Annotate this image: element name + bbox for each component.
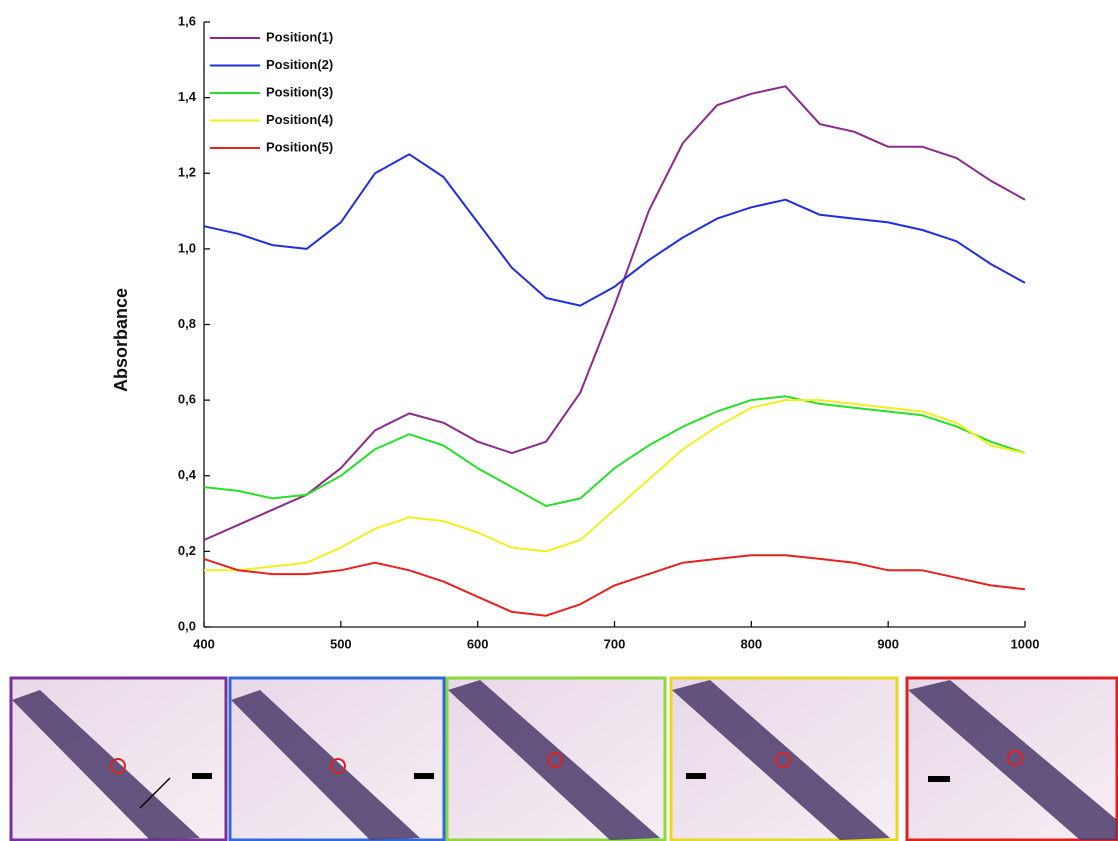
- x-tick-label: 500: [330, 636, 352, 651]
- series-line: [203, 395, 1026, 507]
- x-tick-label: 900: [877, 636, 899, 651]
- x-tick-label: 700: [604, 636, 626, 651]
- legend-label: Position(2): [266, 57, 333, 72]
- panel: [228, 676, 446, 841]
- series-line: [203, 85, 1026, 541]
- series-line: [204, 399, 1026, 572]
- panel: [445, 676, 667, 841]
- y-tick-label: 1,4: [178, 89, 197, 104]
- y-tick-label: 1,0: [178, 240, 196, 255]
- y-tick-label: 0,8: [178, 316, 196, 331]
- panel: [905, 676, 1118, 841]
- y-tick-label: 1,6: [178, 13, 196, 28]
- x-tick-label: 400: [193, 636, 215, 651]
- y-tick-label: 1,2: [178, 165, 196, 180]
- y-tick-label: 0,0: [178, 618, 196, 633]
- legend-label: Position(4): [266, 112, 333, 127]
- legend-label: Position(3): [266, 84, 333, 99]
- y-tick-label: 0,6: [178, 392, 196, 407]
- legend-label: Position(1): [266, 29, 333, 44]
- x-tick-label: 800: [740, 636, 762, 651]
- x-tick-label: 600: [467, 636, 489, 651]
- y-axis-label: Absorbance: [111, 288, 131, 392]
- series-line: [203, 153, 1026, 307]
- panel: [669, 676, 899, 841]
- series-line: [203, 554, 1026, 617]
- legend-label: Position(5): [266, 139, 333, 154]
- micrograph-panels: [9, 676, 1118, 841]
- panel: [9, 676, 228, 841]
- x-tick-label: 1000: [1011, 636, 1040, 651]
- y-tick-label: 0,2: [178, 543, 196, 558]
- y-tick-label: 0,4: [178, 467, 197, 482]
